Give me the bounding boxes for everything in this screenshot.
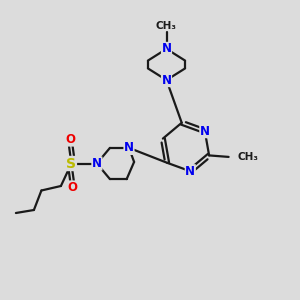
Text: N: N <box>92 157 102 170</box>
Text: N: N <box>185 165 195 178</box>
Text: N: N <box>124 141 134 154</box>
Text: S: S <box>66 157 76 170</box>
Text: CH₃: CH₃ <box>156 20 177 31</box>
Text: O: O <box>68 181 78 194</box>
Text: CH₃: CH₃ <box>237 152 258 162</box>
Text: N: N <box>161 42 172 56</box>
Text: N: N <box>200 125 210 138</box>
Text: N: N <box>161 74 172 87</box>
Text: O: O <box>65 133 75 146</box>
